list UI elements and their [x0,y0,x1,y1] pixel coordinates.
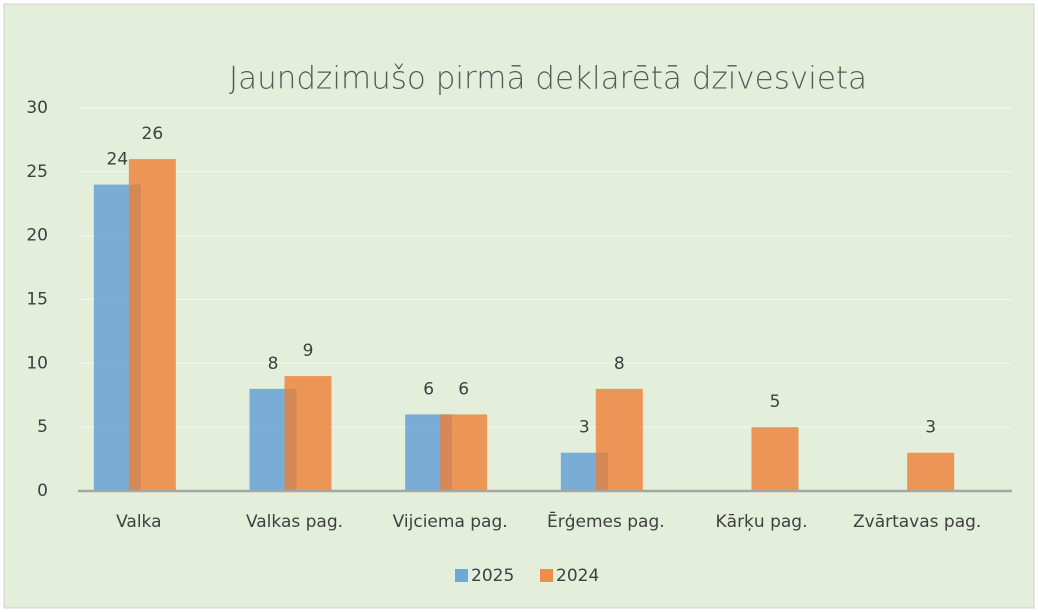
legend-label: 2024 [556,566,599,586]
data-label: 8 [268,354,279,374]
legend-swatch [455,569,468,582]
legend-label: 2025 [471,566,514,586]
y-tick-label: 0 [37,481,48,501]
data-label: 3 [579,418,590,438]
y-tick-label: 20 [26,226,48,246]
y-tick-label: 10 [26,353,48,373]
bar [595,388,643,491]
bar [440,414,488,491]
y-tick-label: 15 [26,290,48,310]
x-tick-label: Valkas pag. [246,512,343,532]
data-label: 6 [458,379,469,399]
x-tick-label: Valka [116,512,161,532]
x-tick-label: Kārķu pag. [716,512,808,532]
data-label: 24 [107,150,129,170]
data-label: 8 [614,354,625,374]
bar [128,159,176,492]
data-label: 5 [770,392,781,412]
data-label: 6 [423,379,434,399]
y-tick-label: 30 [26,98,48,118]
data-label: 26 [142,124,164,144]
bar [284,376,332,491]
y-tick-label: 25 [26,162,48,182]
x-tick-label: Zvārtavas pag. [853,512,981,532]
data-label: 9 [303,341,314,361]
bar [751,427,799,491]
legend-swatch [540,569,553,582]
chart-title: Jaundzimušo pirmā deklarētā dzīvesvieta [229,61,867,97]
x-tick-label: Ērģemes pag. [547,510,665,532]
y-tick-label: 5 [37,417,48,437]
x-tick-label: Vijciema pag. [393,512,508,532]
bar [907,452,955,491]
data-label: 3 [925,418,936,438]
